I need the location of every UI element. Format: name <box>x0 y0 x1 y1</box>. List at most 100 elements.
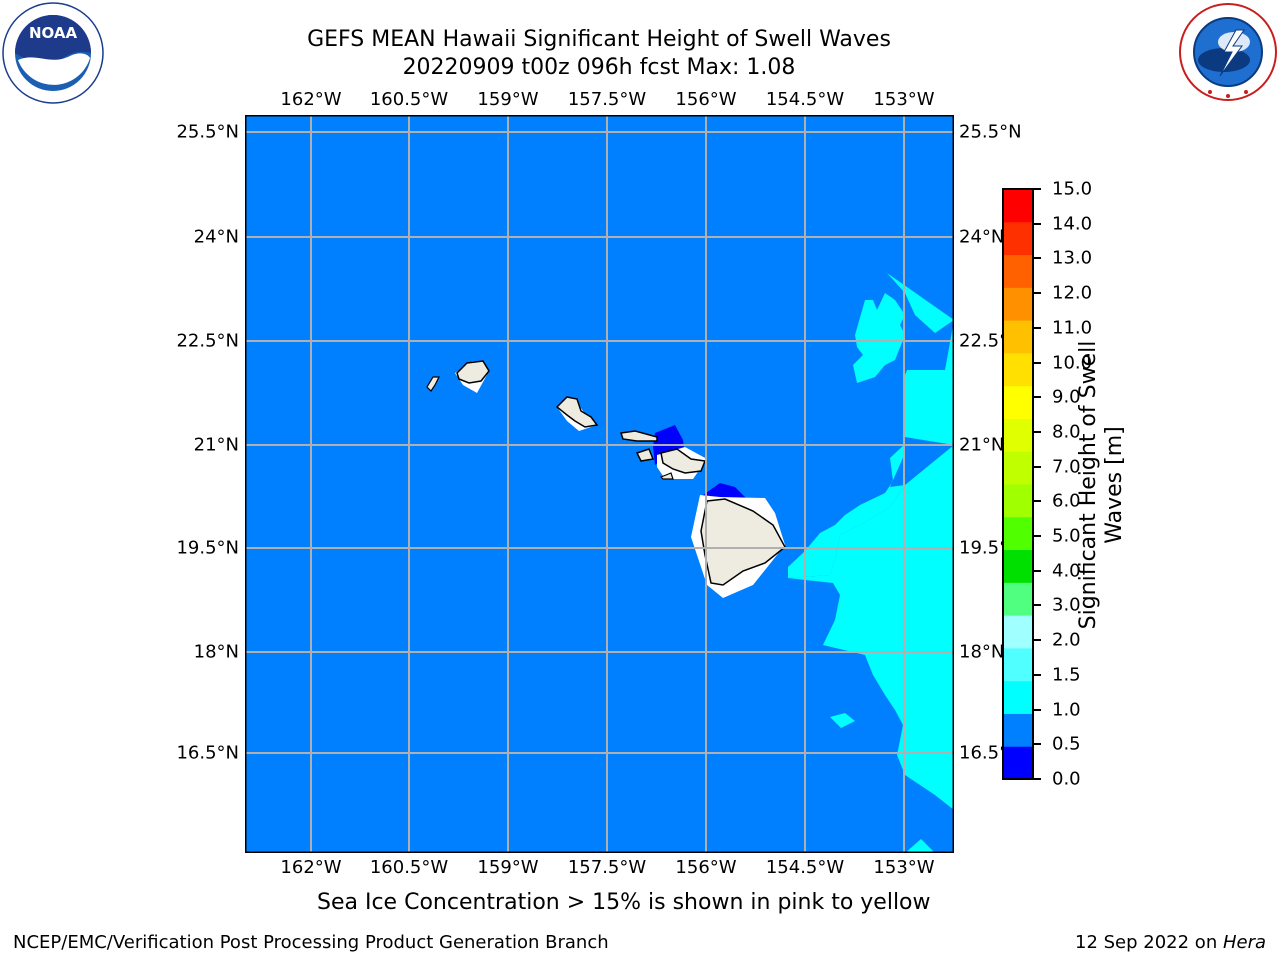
lat-tick-left: 18°N <box>193 641 239 663</box>
lat-tick-right: 25.5°N <box>959 121 1022 143</box>
lat-tick-left: 16.5°N <box>176 742 239 764</box>
colorbar-tick-mark <box>1033 396 1041 399</box>
colorbar-segment <box>1003 484 1033 518</box>
lon-tick-bottom: 153°W <box>873 857 935 878</box>
swell-region-bottom <box>905 839 935 853</box>
lon-tick-bottom: 162°W <box>280 857 342 878</box>
lon-tick-bottom: 160.5°W <box>369 857 449 878</box>
colorbar-tick-label: 9.0 <box>1052 386 1081 408</box>
island-kahoolawe <box>659 472 674 480</box>
colorbar <box>1002 188 1034 780</box>
map-frame <box>245 115 954 853</box>
colorbar-tick-mark <box>1033 604 1041 607</box>
colorbar-tick-label: 4.0 <box>1052 560 1081 582</box>
colorbar-tick-mark <box>1033 326 1041 329</box>
gridlines <box>245 115 954 853</box>
colorbar-tick-mark <box>1033 465 1041 468</box>
sea-ice-note: Sea Ice Concentration > 15% is shown in … <box>317 890 931 915</box>
colorbar-tick-mark <box>1033 743 1041 746</box>
noaa-logo: NOAA <box>2 2 104 104</box>
colorbar-tick-label: 11.0 <box>1052 317 1093 339</box>
footer-machine: Hera <box>1222 932 1266 953</box>
colorbar-segment <box>1003 451 1033 485</box>
lat-tick-left: 22.5°N <box>176 330 239 352</box>
colorbar-segment <box>1003 680 1033 714</box>
lon-tick-top: 159°W <box>477 89 539 110</box>
map-panel <box>245 115 954 853</box>
island-lanai <box>635 448 655 462</box>
island-kauai <box>456 360 490 384</box>
colorbar-tick-mark <box>1033 535 1041 538</box>
chart-title-line1: GEFS MEAN Hawaii Significant Height of S… <box>307 27 891 52</box>
colorbar-tick-label: 5.0 <box>1052 525 1081 547</box>
colorbar-tick-mark <box>1033 500 1041 503</box>
colorbar-tick-label: 1.5 <box>1052 664 1081 686</box>
lon-tick-top: 154.5°W <box>765 89 845 110</box>
island-hawaii <box>700 498 786 586</box>
lat-tick-right: 18°N <box>959 641 1005 663</box>
lon-tick-top: 156°W <box>675 89 737 110</box>
swell-region-southeast <box>788 445 954 810</box>
colorbar-segment <box>1003 189 1033 223</box>
lon-tick-bottom: 154.5°W <box>765 857 845 878</box>
colorbar-tick-mark <box>1033 673 1041 676</box>
colorbar-label-line1: Significant Height of Swell <box>1076 340 1101 630</box>
lat-tick-right: 24°N <box>959 226 1005 248</box>
nws-logo <box>1179 3 1277 101</box>
colorbar-tick-mark <box>1033 361 1041 364</box>
colorbar-tick-label: 13.0 <box>1052 247 1093 269</box>
noaa-wordmark: NOAA <box>29 24 78 42</box>
colorbar-tick-mark <box>1033 292 1041 295</box>
lat-tick-left: 25.5°N <box>176 121 239 143</box>
colorbar-tick-mark <box>1033 257 1041 260</box>
colorbar-segments <box>1003 189 1033 780</box>
lon-tick-bottom: 156°W <box>675 857 737 878</box>
footer-date-text: 12 Sep 2022 on <box>1075 932 1223 953</box>
lon-tick-top: 162°W <box>280 89 342 110</box>
colorbar-tick-label: 3.0 <box>1052 594 1081 616</box>
colorbar-segment <box>1003 746 1033 780</box>
colorbar-segment <box>1003 647 1033 682</box>
colorbar-segment <box>1003 516 1033 551</box>
colorbar-tick-label: 1.0 <box>1052 699 1081 721</box>
colorbar-segment <box>1003 582 1033 616</box>
colorbar-segment <box>1003 418 1033 452</box>
colorbar-tick-mark <box>1033 188 1041 190</box>
lon-tick-bottom: 159°W <box>477 857 539 878</box>
island-niihau <box>426 376 440 392</box>
colorbar-segment <box>1003 287 1033 321</box>
footer-branch: NCEP/EMC/Verification Post Processing Pr… <box>13 932 609 953</box>
chart-title-line2: 20220909 t00z 096h fcst Max: 1.08 <box>402 55 796 80</box>
island-maui <box>660 448 707 474</box>
ocean-background <box>245 115 954 853</box>
colorbar-tick-mark <box>1033 222 1041 225</box>
colorbar-tick-label: 15.0 <box>1052 178 1093 200</box>
colorbar-segment <box>1003 254 1033 288</box>
island-molokai <box>620 430 658 442</box>
colorbar-tick-mark <box>1033 778 1041 780</box>
colorbar-tick-mark <box>1033 639 1041 642</box>
lat-tick-left: 24°N <box>193 226 239 248</box>
colorbar-tick-label: 10.0 <box>1052 352 1093 374</box>
colorbar-tick-label: 0.0 <box>1052 768 1081 790</box>
lat-tick-left: 19.5°N <box>176 537 239 559</box>
swell-region-patch <box>830 713 855 728</box>
colorbar-tick-label: 0.5 <box>1052 733 1081 755</box>
colorbar-tick-mark <box>1033 569 1041 572</box>
footer-date: 12 Sep 2022 on Hera <box>1075 932 1266 953</box>
lat-tick-left: 21°N <box>193 434 239 456</box>
lon-tick-top: 153°W <box>873 89 935 110</box>
island-oahu <box>555 396 599 428</box>
colorbar-segment <box>1003 352 1033 387</box>
swell-region-east <box>788 273 954 578</box>
colorbar-segment <box>1003 615 1033 649</box>
colorbar-tick-label: 6.0 <box>1052 490 1081 512</box>
colorbar-segment <box>1003 549 1033 583</box>
colorbar-segment <box>1003 221 1033 256</box>
colorbar-tick-label: 2.0 <box>1052 629 1081 651</box>
colorbar-segment <box>1003 713 1033 747</box>
colorbar-tick-mark <box>1033 430 1041 433</box>
lat-tick-right: 21°N <box>959 434 1005 456</box>
lon-tick-top: 160.5°W <box>369 89 449 110</box>
colorbar-tick-label: 14.0 <box>1052 213 1093 235</box>
